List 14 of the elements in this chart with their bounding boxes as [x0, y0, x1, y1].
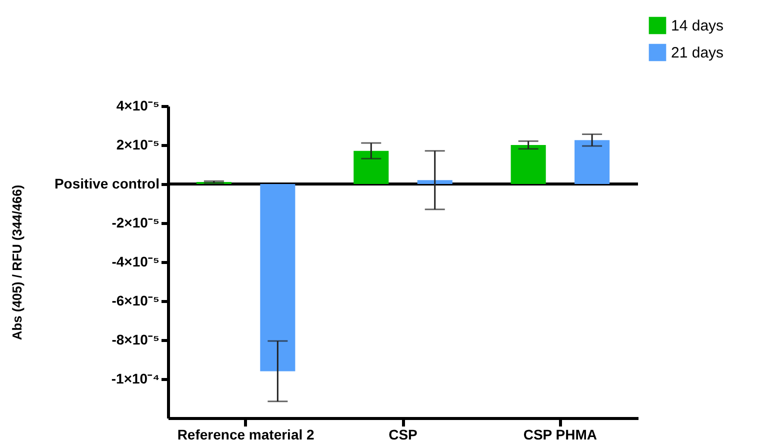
- x-tick-label: Reference material 2: [177, 426, 315, 442]
- y-tick-label: -1×10⁻⁴: [111, 370, 160, 386]
- x-tick-label: CSP PHMA: [523, 426, 598, 442]
- y-tick-label: 4×10⁻⁵: [116, 98, 160, 114]
- legend-label: 21 days: [671, 44, 724, 62]
- y-tick-label: 2×10⁻⁵: [116, 136, 160, 152]
- y-tick-label: Positive control: [54, 176, 160, 192]
- x-tick-label: CSP: [388, 426, 418, 442]
- y-tick-label: -2×10⁻⁵: [112, 214, 160, 230]
- y-tick-label: -8×10⁻⁵: [112, 332, 160, 348]
- y-tick-label: -6×10⁻⁵: [112, 292, 160, 308]
- y-axis-title: Abs (405) / RFU (344/466): [9, 184, 24, 340]
- y-tick-label: -4×10⁻⁵: [112, 254, 160, 270]
- legend-label: 14 days: [671, 18, 724, 34]
